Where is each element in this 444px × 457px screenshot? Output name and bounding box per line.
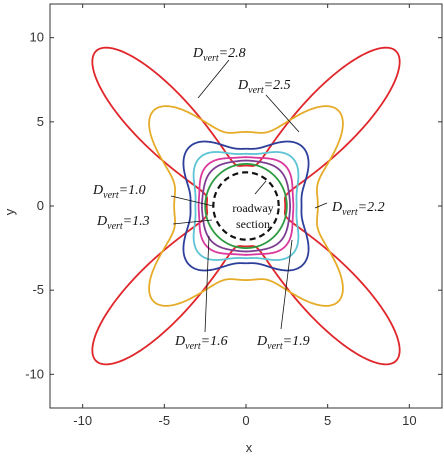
annotation-d-vert-1-3: Dvert=1.3	[96, 214, 150, 232]
y-tick-label: -10	[25, 366, 44, 381]
leader-line-2-2	[314, 202, 328, 209]
annotation-sub: vert	[248, 85, 264, 96]
ticks-group: -10 -5 0 5 10 -10 -5 0 5 10	[25, 4, 442, 428]
annotation-sub: vert	[107, 221, 123, 232]
annotation-main: D	[96, 214, 107, 229]
annotation-main: D	[237, 78, 248, 93]
x-axis-label: x	[246, 440, 253, 455]
annotation-d-vert-2-8: Dvert=2.8	[192, 46, 246, 64]
curves-group	[91, 46, 401, 366]
y-axis-label: y	[2, 208, 17, 215]
y-tick-label: 10	[30, 30, 44, 45]
series-curve-7	[91, 46, 401, 366]
leader-line-section	[254, 180, 267, 195]
annotation-value: =1.3	[123, 214, 150, 229]
y-tick-label: 5	[37, 114, 44, 129]
annotation-value: =2.5	[264, 78, 291, 93]
annotation-main: D	[192, 46, 203, 61]
annotation-d-vert-1-9: Dvert=1.9	[256, 334, 310, 352]
x-tick-label: 10	[402, 413, 416, 428]
annotation-sub: vert	[267, 341, 283, 352]
y-tick-label: 0	[37, 198, 44, 213]
annotation-sub: vert	[185, 341, 201, 352]
annotation-d-vert-1-0: Dvert=1.0	[92, 183, 146, 201]
annotation-d-vert-2-5: Dvert=2.5	[237, 78, 291, 96]
annotation-main: D	[92, 183, 103, 198]
annotation-main: D	[174, 334, 185, 349]
annotation-value: =1.9	[283, 334, 310, 349]
roadway-section-label-line2: section	[236, 217, 270, 231]
leader-line-1-6	[204, 235, 210, 333]
annotation-value: =1.6	[201, 334, 228, 349]
annotation-d-vert-1-6: Dvert=1.6	[174, 334, 228, 352]
annotation-sub: vert	[342, 207, 358, 218]
leader-line-1-9	[280, 239, 293, 330]
annotation-sub: vert	[203, 53, 219, 64]
annotation-value: =2.2	[358, 200, 385, 215]
x-tick-label: -5	[159, 413, 171, 428]
series-curve-8	[212, 171, 280, 241]
series-curve-4	[192, 151, 300, 261]
roadway-section-label-line1: roadway	[232, 201, 273, 215]
series-curve-2	[201, 159, 291, 253]
y-tick-label: -5	[32, 282, 44, 297]
x-tick-label: 0	[242, 413, 249, 428]
leader-line-2-5	[265, 94, 300, 133]
leader-line-1-0	[170, 195, 214, 207]
leader-line-1-3	[172, 219, 213, 225]
annotation-main: D	[331, 200, 342, 215]
annotation-main: D	[256, 334, 267, 349]
x-tick-label: -10	[73, 413, 92, 428]
series-curve-3	[197, 156, 295, 256]
annotation-sub: vert	[103, 190, 119, 201]
annotation-value: =2.8	[219, 46, 246, 61]
series-curve-6	[148, 105, 344, 307]
annotation-value: =1.0	[119, 183, 146, 198]
leader-lines	[170, 59, 328, 333]
series-curve-5	[182, 140, 310, 272]
annotation-d-vert-2-2: Dvert=2.2	[331, 200, 385, 218]
series-curve-1	[204, 163, 288, 249]
plot-area	[50, 4, 442, 408]
x-tick-label: 5	[324, 413, 331, 428]
leader-line-2-8	[197, 59, 230, 99]
